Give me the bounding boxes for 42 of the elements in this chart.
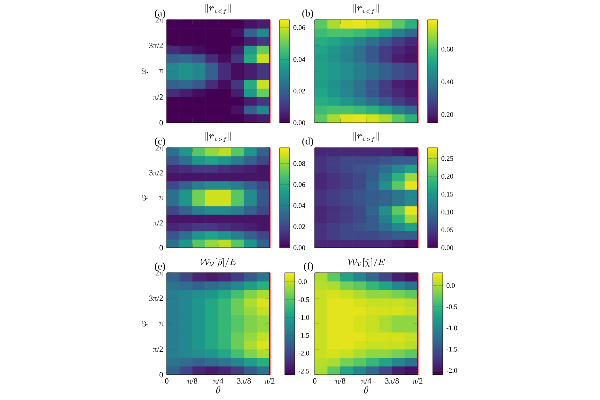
x-tick-label: 0 bbox=[165, 378, 169, 384]
chart-title: $\|\boldsymbol{r}^{+}_{i<f}\|$ bbox=[354, 2, 380, 15]
text: (c) bbox=[155, 138, 166, 147]
text: (e) bbox=[155, 262, 166, 272]
y-tick-label: 0 bbox=[160, 372, 164, 378]
x-tick-label: π/8 bbox=[336, 378, 346, 384]
text: (d) bbox=[302, 138, 314, 147]
x-tick-label: π/4 bbox=[213, 378, 224, 384]
chart-title: $\mathcal{W}_{\mathcal{V}}[\hat{\rho}]/E$ bbox=[200, 258, 237, 268]
y-tick-label: 2π bbox=[156, 145, 164, 151]
x-axis-title: $\theta$ bbox=[216, 386, 221, 394]
y-tick-label: 3π/2 bbox=[150, 170, 164, 176]
y-axis-title: $\varphi$ bbox=[142, 321, 149, 327]
x-tick-label: 0 bbox=[313, 378, 317, 384]
x-tick-label: π/4 bbox=[361, 378, 372, 384]
y-tick-label: 0 bbox=[160, 245, 164, 251]
y-tick-label: 0 bbox=[160, 120, 164, 126]
x-axis-title: $\theta$ bbox=[364, 386, 369, 394]
y-tick-label: π bbox=[160, 322, 164, 326]
y-tick-label: π/2 bbox=[153, 346, 164, 352]
y-axis-title: $\varphi$ bbox=[142, 68, 149, 74]
x-tick-label: 3π/8 bbox=[237, 378, 252, 384]
y-tick-label: π/2 bbox=[153, 220, 164, 226]
y-tick-label: π bbox=[160, 70, 164, 74]
text: (f) bbox=[304, 262, 314, 272]
y-tick-label: 3π/2 bbox=[150, 296, 164, 302]
chart-title: $\|\boldsymbol{r}^{-}_{i>f}\|$ bbox=[206, 132, 232, 143]
y-tick-label: 2π bbox=[156, 17, 164, 23]
x-tick-label: π/8 bbox=[188, 378, 198, 384]
chart-title: $\|\boldsymbol{r}^{-}_{i<f}\|$ bbox=[206, 4, 232, 15]
y-axis-title: $\varphi$ bbox=[142, 195, 149, 201]
y-tick-label: π/2 bbox=[153, 94, 164, 100]
chart-title: $\mathcal{W}_{\mathcal{V}}[\hat{\chi}]/E$ bbox=[348, 258, 386, 268]
y-tick-label: 2π bbox=[156, 270, 164, 276]
text: (a) bbox=[155, 10, 166, 19]
x-tick-label: π/2 bbox=[412, 378, 423, 384]
chart-title: $\|\boldsymbol{r}^{+}_{i>f}\|$ bbox=[354, 130, 380, 143]
x-tick-label: 3π/8 bbox=[385, 378, 400, 384]
text: (b) bbox=[302, 10, 314, 19]
x-tick-label: π/2 bbox=[264, 378, 275, 384]
y-tick-label: π bbox=[160, 196, 164, 200]
y-tick-label: 3π/2 bbox=[150, 43, 164, 48]
